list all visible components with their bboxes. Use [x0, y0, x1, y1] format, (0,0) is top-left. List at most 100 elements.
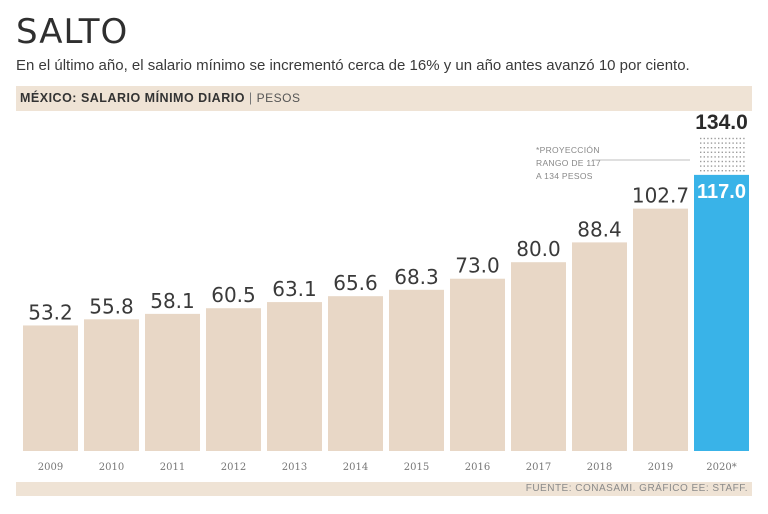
bar-value-label: 53.2 [28, 300, 73, 324]
projection-dot [700, 151, 702, 153]
projection-dot [739, 137, 741, 140]
projection-dot [718, 151, 720, 153]
projection-dot [721, 151, 723, 153]
projection-dot [743, 170, 745, 172]
bar-highlight [694, 174, 749, 451]
projection-dot [714, 142, 716, 144]
x-tick-label: 2015 [404, 462, 429, 473]
projection-dot [721, 170, 723, 172]
projection-dot [707, 137, 709, 140]
bar-value-label: 58.1 [150, 289, 195, 313]
projection-dot [718, 142, 720, 144]
projection-dot [725, 165, 727, 167]
projection-dot [743, 147, 745, 149]
bar [633, 208, 688, 451]
projection-dot [710, 170, 713, 172]
bar-value-label: 65.6 [333, 271, 378, 295]
projection-dot [703, 142, 705, 144]
projection-dot [700, 170, 702, 172]
x-tick-label: 2013 [282, 462, 307, 473]
x-tick-label: 2009 [38, 462, 63, 473]
projection-dot [743, 151, 745, 153]
bar [23, 325, 78, 451]
projection-dot [703, 151, 705, 153]
projection-dot [725, 170, 727, 172]
projection-dot [736, 137, 738, 140]
projection-dot [739, 170, 741, 172]
projection-dot [728, 170, 731, 172]
projection-dot [707, 160, 709, 163]
bar-value-label: 80.0 [516, 237, 561, 261]
projection-dot [718, 170, 720, 172]
projection-dot [739, 142, 741, 144]
projection-dot [732, 147, 734, 149]
x-tick-label: 2012 [221, 462, 246, 473]
projection-dot [736, 156, 738, 158]
projection-dot [718, 160, 720, 163]
projection-dot [703, 156, 705, 158]
projection-dot [707, 156, 709, 158]
projection-dot [710, 137, 713, 140]
projection-dot [714, 156, 716, 158]
projection-dot [703, 137, 705, 140]
bar [145, 313, 200, 451]
bar-value-label: 117.0 [697, 181, 746, 203]
projection-dot [725, 156, 727, 158]
projection-dot [725, 160, 727, 163]
projection-dot [700, 165, 702, 167]
projection-dot [703, 160, 705, 163]
projection-dot [728, 160, 731, 163]
projection-dot [728, 151, 731, 153]
projection-dot [707, 147, 709, 149]
projection-dot [736, 165, 738, 167]
projection-note-line: RANGO DE 117 [536, 158, 601, 168]
x-tick-label: 2020* [706, 462, 736, 473]
projection-dot [714, 160, 716, 163]
projection-dot [710, 147, 713, 149]
projection-dot [732, 160, 734, 163]
chart-title: SALTO [16, 12, 129, 52]
projection-dot [700, 137, 702, 140]
bar [206, 308, 261, 451]
projection-dot [725, 147, 727, 149]
x-tick-label: 2010 [99, 462, 124, 473]
x-tick-label: 2016 [465, 462, 490, 473]
projection-dot [732, 137, 734, 140]
bar [84, 319, 139, 451]
header-band [16, 86, 752, 111]
projection-dot [700, 142, 702, 144]
projection-dot [710, 165, 713, 167]
projection-dot [710, 142, 713, 144]
bar-value-label: 68.3 [394, 265, 439, 289]
projection-dot [728, 137, 731, 140]
projection-dot [732, 165, 734, 167]
ticks-group: 2009 2010 2011 2012 2013 2014 2015 2016 2017 2018… [38, 462, 737, 473]
projection-dot [700, 160, 702, 163]
projection-dot [721, 160, 723, 163]
projection-dot [743, 142, 745, 144]
chart-subtitle: En el último año, el salario mínimo se i… [16, 57, 690, 74]
projection-dot [736, 170, 738, 172]
projection-dot [732, 156, 734, 158]
projection-dot [700, 147, 702, 149]
projection-dot [721, 156, 723, 158]
bar-value-label: 55.8 [89, 294, 134, 318]
projection-dot [728, 156, 731, 158]
projection-dot [721, 147, 723, 149]
projection-dot [714, 170, 716, 172]
projection-dot [736, 147, 738, 149]
projection-dot [739, 165, 741, 167]
projection-dot [728, 142, 731, 144]
projection-dot [732, 142, 734, 144]
projection-dot [707, 151, 709, 153]
projection-high-label: 134.0 [695, 111, 748, 134]
projection-note-line: A 134 PESOS [536, 171, 593, 181]
projection-dot [710, 151, 713, 153]
projection-dot [743, 137, 745, 140]
x-tick-label: 2018 [587, 462, 612, 473]
bar [267, 302, 322, 451]
projection-dot [725, 137, 727, 140]
projection-dot [714, 147, 716, 149]
projection-dot [707, 170, 709, 172]
